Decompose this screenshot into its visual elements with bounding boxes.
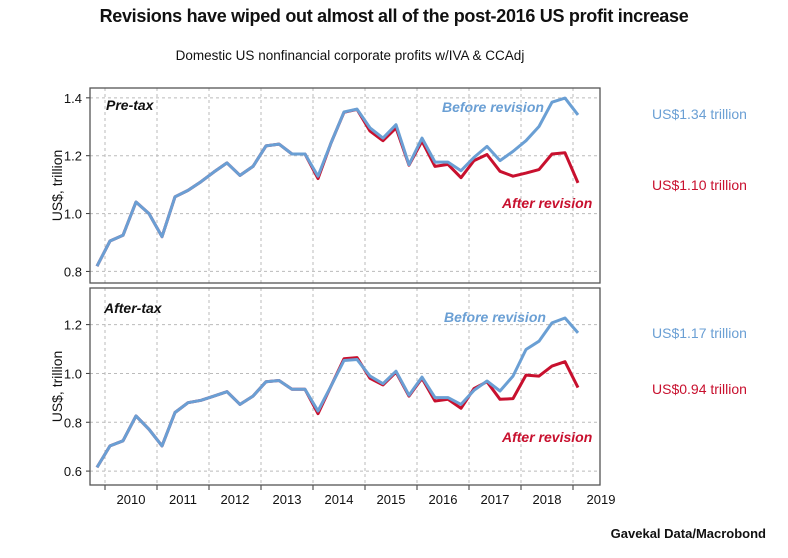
chart-subtitle: Domestic US nonfinancial corporate profi… [175, 48, 525, 63]
x-tick-label: 2015 [377, 492, 406, 507]
series-label-before-revision: Before revision [442, 99, 544, 115]
y-tick-label: 0.8 [64, 264, 82, 279]
series-line-before-revision [95, 316, 580, 469]
y-tick-label: 0.8 [64, 415, 82, 430]
x-tick-label: 2016 [429, 492, 458, 507]
y-axis-label: US$, trillion [49, 351, 65, 423]
y-tick-label: 1.2 [64, 318, 82, 333]
series-line-before-revision [95, 96, 580, 267]
plot-frame [89, 287, 601, 486]
x-tick-label: 2017 [481, 492, 510, 507]
panel-label: Pre-tax [106, 97, 155, 113]
x-tick-label: 2019 [587, 492, 616, 507]
y-tick-label: 0.6 [64, 464, 82, 479]
x-tick-label: 2011 [169, 492, 197, 507]
series-label-before-revision: Before revision [444, 309, 546, 325]
end-value-label-before: US$1.17 trillion [652, 325, 747, 341]
panel-label: After-tax [103, 300, 163, 316]
end-value-label-after: US$1.10 trillion [652, 177, 747, 193]
y-tick-label: 1.2 [64, 149, 82, 164]
end-value-label-before: US$1.34 trillion [652, 106, 747, 122]
x-tick-label: 2018 [533, 492, 562, 507]
y-tick-label: 1.0 [64, 207, 82, 222]
series-line-after-revision [95, 107, 580, 267]
series-label-after-revision: After revision [501, 195, 592, 211]
chart-title: Revisions have wiped out almost all of t… [99, 6, 689, 26]
x-tick-label: 2013 [273, 492, 302, 507]
x-tick-label: 2012 [221, 492, 250, 507]
plot-frame [89, 87, 601, 284]
x-tick-label: 2014 [325, 492, 354, 507]
series-label-after-revision: After revision [501, 429, 592, 445]
y-tick-label: 1.0 [64, 366, 82, 381]
y-tick-label: 1.4 [64, 91, 82, 106]
end-value-label-after: US$0.94 trillion [652, 381, 747, 397]
source-note: Gavekal Data/Macrobond [610, 526, 766, 541]
x-tick-label: 2010 [117, 492, 146, 507]
y-axis-label: US$, trillion [49, 150, 65, 222]
